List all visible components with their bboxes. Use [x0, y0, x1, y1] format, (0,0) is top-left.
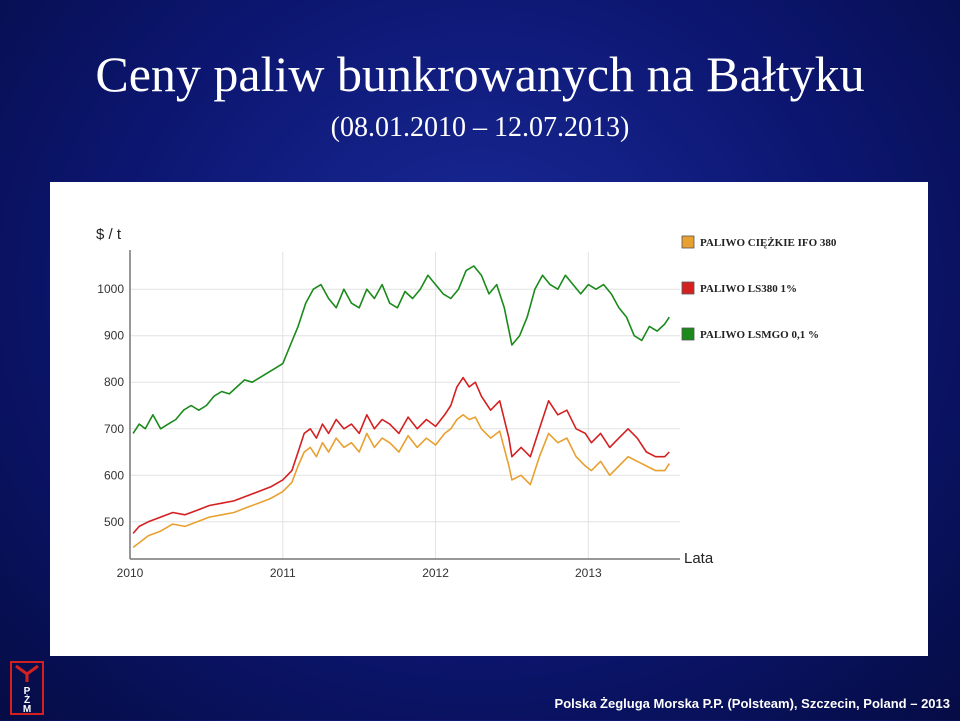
y-tick-label: 1000	[97, 282, 124, 296]
chart-legend: PALIWO CIĘŻKIE IFO 380 PALIWO LS380 1% PAL…	[681, 235, 837, 341]
fuel-price-chart: 500 600 700 800 900 1000 2010 2011 2012 2013 $ /…	[96, 226, 837, 580]
legend-swatch	[681, 327, 695, 341]
legend-label: PALIWO LS380 1%	[700, 283, 797, 295]
legend-label: PALIWO LSMGO 0,1 %	[700, 329, 819, 341]
y-tick-labels: 500 600 700 800 900 1000	[97, 282, 124, 529]
chart-panel: 500 600 700 800 900 1000 2010 2011 2012 2013 $ /…	[50, 182, 928, 656]
series-line-3	[132, 265, 670, 434]
slide-title: Ceny paliw bunkrowanych na Bałtyku	[95, 46, 865, 102]
svg-text:M: M	[23, 704, 31, 715]
y-tick-label: 500	[104, 515, 124, 529]
legend-swatch	[681, 281, 695, 295]
pzm-logo-icon: P Ż M	[10, 661, 44, 715]
x-tick-label: 2012	[422, 566, 449, 580]
x-tick-labels: 2010 2011 2012 2013	[117, 566, 602, 580]
svg-text:Ż: Ż	[24, 693, 30, 706]
slide-subtitle: (08.01.2010 – 12.07.2013)	[330, 112, 630, 143]
footer-credit: Polska Żegluga Morska P.P. (Polsteam), S…	[554, 696, 950, 711]
y-tick-label: 700	[104, 422, 124, 436]
y-axis-label: $ / t	[96, 226, 122, 243]
y-tick-label: 600	[104, 468, 124, 482]
svg-text:P: P	[24, 686, 31, 697]
y-tick-label: 900	[104, 329, 124, 343]
series-line-2	[132, 376, 670, 534]
pzm-logo: P Ż M	[10, 660, 44, 721]
x-tick-label: 2010	[117, 566, 144, 580]
legend-label: PALIWO CIĘŻKIE IFO 380	[700, 237, 837, 249]
chart-axes	[129, 250, 680, 560]
y-tick-label: 800	[104, 375, 124, 389]
series-line-1	[132, 414, 670, 549]
x-tick-label: 2011	[270, 566, 296, 580]
x-tick-label: 2013	[575, 566, 602, 580]
legend-swatch	[681, 235, 695, 249]
chart-grid	[129, 252, 680, 559]
series-lines	[132, 265, 670, 549]
x-axis-label: Lata	[684, 550, 714, 567]
